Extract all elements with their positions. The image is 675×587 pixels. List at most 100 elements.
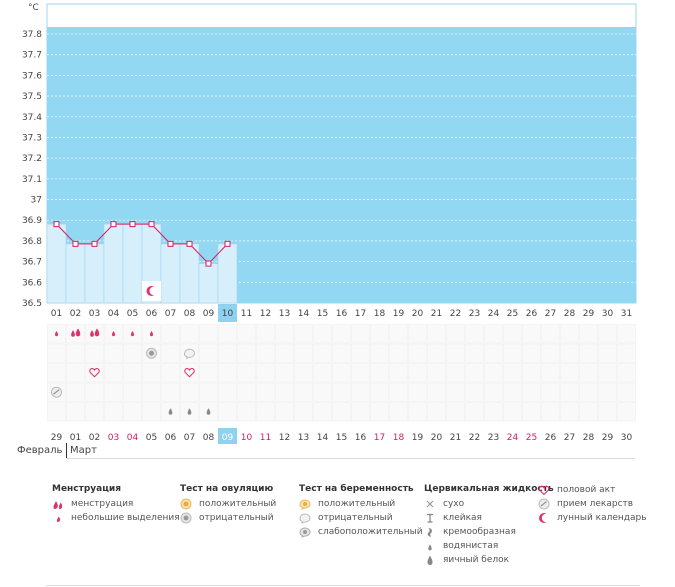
mark-cell: [85, 324, 104, 344]
mark-cell: [142, 402, 161, 422]
drop-heavy-icon: [53, 501, 63, 509]
mark-cell: [180, 363, 199, 383]
y-tick-label: 36.6: [22, 278, 42, 288]
egg-white-icon: [168, 408, 173, 415]
y-tick-label: 37.2: [22, 154, 42, 164]
mark-cell: [484, 363, 503, 383]
legend-label: лунный календарь: [557, 513, 647, 523]
pregnancy-positive-icon: [299, 499, 311, 510]
temperature-series: [53, 221, 231, 267]
mark-cell: [180, 382, 199, 402]
date-label: 23: [488, 433, 499, 443]
legend-item-dry: сухо: [424, 497, 554, 511]
mark-cell: [294, 402, 313, 422]
pill-icon: [538, 498, 550, 510]
current-date-highlight: [218, 428, 237, 444]
egg-white-icon: [187, 408, 192, 415]
mark-cell: [218, 402, 237, 422]
legend-label: менструация: [71, 499, 134, 509]
mark-cell: [332, 363, 351, 383]
mark-cell: [427, 382, 446, 402]
date-label: 26: [545, 433, 557, 443]
temperature-bar: [179, 243, 200, 304]
mark-cell: [275, 382, 294, 402]
mark-cell: [237, 343, 256, 363]
cycle-day-label: 01: [51, 309, 62, 319]
mark-cell: [256, 324, 275, 344]
mark-cell: [427, 343, 446, 363]
cycle-day-label: 02: [70, 309, 81, 319]
heart-icon: [538, 485, 550, 496]
mark-cell: [66, 343, 85, 363]
cycle-day-label: 10: [222, 309, 234, 319]
mark-cell: [66, 402, 85, 422]
mark-cell: [237, 324, 256, 344]
cycle-day-label: 15: [317, 309, 328, 319]
y-axis-unit: °C: [28, 3, 39, 13]
cycle-day-label: 22: [450, 309, 461, 319]
mark-cell: [598, 402, 617, 422]
mark-cell: [522, 363, 541, 383]
marks-grid: [47, 324, 636, 422]
legend: Менструация менструация небольшие выделе…: [46, 475, 647, 587]
mark-cell: [484, 402, 503, 422]
mark-cell: [256, 343, 275, 363]
pill-icon-line: [53, 389, 60, 395]
dry-icon: [426, 500, 434, 508]
mark-cell: [560, 324, 579, 344]
temperature-point: [224, 240, 231, 247]
mark-cell: [598, 363, 617, 383]
legend-item-egg-white: яичный белок: [424, 553, 554, 567]
mark-cell: [104, 343, 123, 363]
drop-heavy-icon: [75, 328, 81, 337]
cycle-day-label: 27: [545, 309, 556, 319]
y-tick-label: 36.8: [22, 237, 42, 247]
date-row: 29 01 02 03 04 05 06 07 08 09 10 11 12 13 14 15 16 17 18 19…: [51, 428, 632, 444]
cycle-day-label: 06: [146, 309, 158, 319]
temperature-bar: [217, 243, 238, 304]
date-label: 09: [222, 433, 234, 443]
cycle-day-label: 29: [583, 309, 595, 319]
legend-label: клейкая: [443, 513, 482, 523]
temperature-bar: [46, 223, 67, 304]
mark-cell: [275, 363, 294, 383]
mark-cell: [541, 324, 560, 344]
legend-item-watery: водянистая: [424, 539, 554, 553]
mark-cell: [446, 343, 465, 363]
date-label: 10: [241, 433, 253, 443]
mark-cell: [598, 343, 617, 363]
mark-cell: [465, 363, 484, 383]
mark-cell: [313, 343, 332, 363]
mark-cell: [275, 343, 294, 363]
mark-cell: [560, 343, 579, 363]
date-label: 27: [564, 433, 575, 443]
legend-label: яичный белок: [443, 555, 510, 565]
mark-cell: [579, 324, 598, 344]
pregnancy-negative-icon: [299, 513, 311, 524]
mark-cell: [560, 382, 579, 402]
mark-cell: [617, 343, 636, 363]
mark-cell: [161, 324, 180, 344]
cycle-day-label: 09: [203, 309, 215, 319]
heart-icon: [184, 367, 195, 378]
mark-cell: [256, 363, 275, 383]
cycle-day-label: 11: [241, 309, 252, 319]
date-label: 19: [412, 433, 424, 443]
mark-cell: [446, 363, 465, 383]
mark-cell: [218, 382, 237, 402]
mark-cell: [218, 363, 237, 383]
mark-cell: [408, 324, 427, 344]
mark-cell: [465, 324, 484, 344]
legend-menstruation-title: Менструация: [52, 484, 121, 494]
mark-cell: [161, 343, 180, 363]
cycle-day-label: 17: [355, 309, 366, 319]
date-label: 08: [203, 433, 215, 443]
date-label: 11: [260, 433, 271, 443]
cycle-day-label: 13: [279, 309, 290, 319]
legend-label: водянистая: [443, 541, 499, 551]
mark-cell: [161, 382, 180, 402]
temperature-bar: [160, 243, 181, 304]
cycle-day-label: 21: [431, 309, 442, 319]
mark-cell: [218, 343, 237, 363]
legend-label: отрицательный: [199, 513, 274, 523]
